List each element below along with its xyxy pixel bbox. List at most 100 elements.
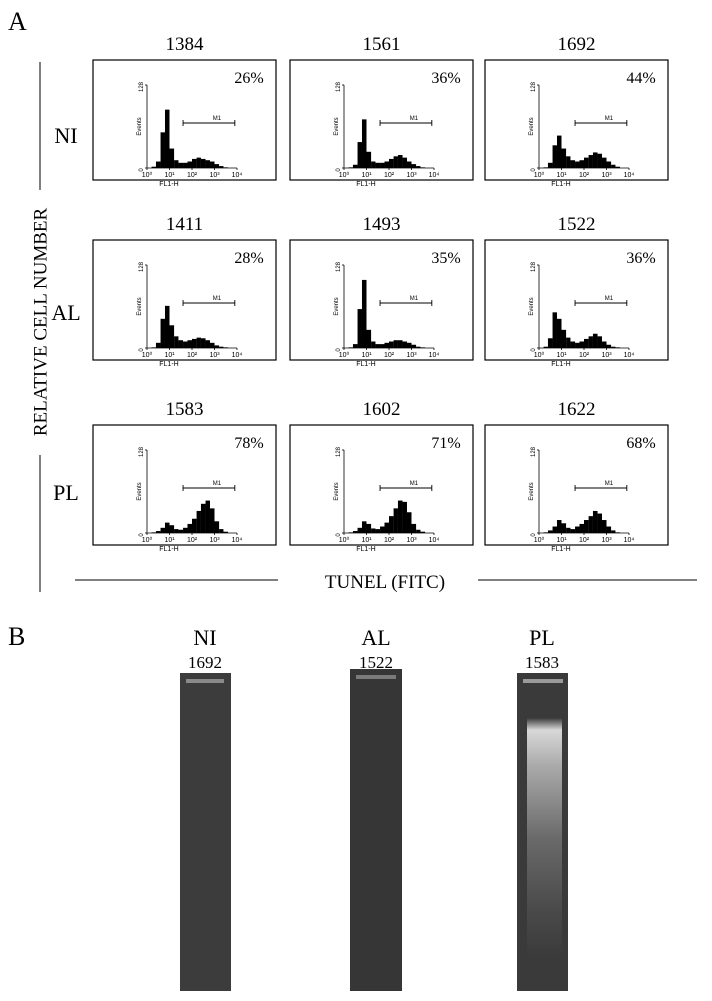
histogram-bar bbox=[411, 523, 417, 533]
gel-well bbox=[523, 679, 563, 683]
histogram-bar bbox=[352, 531, 358, 533]
histogram-bar bbox=[561, 148, 567, 168]
histogram-bar bbox=[361, 119, 367, 168]
histogram-bar bbox=[214, 521, 220, 533]
histogram-bar bbox=[584, 520, 589, 533]
gate-label: M1 bbox=[410, 116, 419, 122]
gate-label: M1 bbox=[605, 116, 614, 122]
histogram-bar bbox=[371, 528, 376, 533]
histogram-bar bbox=[174, 336, 179, 348]
x-tick-label: 10¹ bbox=[556, 172, 567, 179]
lane-sample: 1692 bbox=[188, 653, 222, 672]
histogram-bar bbox=[547, 162, 553, 168]
histogram-bar bbox=[375, 162, 381, 168]
panel-label: B bbox=[8, 622, 25, 651]
histogram-bar bbox=[214, 345, 220, 348]
row-label: NI bbox=[54, 123, 77, 148]
histogram-bar bbox=[601, 341, 607, 348]
histogram-bar bbox=[151, 166, 156, 168]
histogram-bar bbox=[155, 531, 161, 533]
lane-group: NI bbox=[193, 625, 216, 650]
y-tick-label: 0 bbox=[531, 533, 537, 537]
x-axis-title: FL1-H bbox=[551, 181, 570, 188]
histogram-bar bbox=[561, 329, 567, 348]
x-tick-label: 10¹ bbox=[164, 537, 175, 544]
y-tick-label: 128 bbox=[139, 261, 145, 272]
histogram-bar bbox=[178, 162, 184, 168]
x-tick-label: 10² bbox=[579, 352, 590, 359]
y-tick-label: 128 bbox=[531, 261, 537, 272]
gate-label: M1 bbox=[213, 481, 222, 487]
histogram-bar bbox=[406, 342, 412, 348]
histogram-bar bbox=[556, 135, 562, 168]
x-tick-label: 10³ bbox=[209, 172, 220, 179]
y-tick-label: 128 bbox=[336, 261, 342, 272]
x-tick-label: 10⁰ bbox=[142, 536, 153, 544]
plot-title: 1522 bbox=[558, 214, 596, 235]
histogram-bar bbox=[164, 109, 170, 168]
histogram-bar bbox=[420, 531, 426, 533]
histogram-bar bbox=[556, 520, 562, 533]
x-axis-title: FL1-H bbox=[356, 361, 375, 368]
histogram-bar bbox=[552, 526, 557, 533]
histogram-bar bbox=[411, 344, 417, 348]
histogram-bar bbox=[606, 344, 612, 348]
gate-label: M1 bbox=[605, 481, 614, 487]
histogram-bar bbox=[393, 156, 398, 168]
x-tick-label: 10⁴ bbox=[429, 352, 440, 359]
histogram-bar bbox=[169, 525, 175, 533]
y-tick-label: 0 bbox=[531, 348, 537, 352]
x-tick-label: 10¹ bbox=[164, 172, 175, 179]
y-axis-title: Events bbox=[334, 117, 340, 135]
gate-label: M1 bbox=[410, 481, 419, 487]
histogram-bar bbox=[397, 155, 403, 168]
x-tick-label: 10⁰ bbox=[339, 536, 350, 544]
x-tick-label: 10³ bbox=[209, 537, 220, 544]
histogram-bar bbox=[406, 512, 412, 533]
gate-label: M1 bbox=[213, 296, 222, 302]
histogram-bar bbox=[196, 157, 201, 168]
plot-title: 1692 bbox=[558, 34, 596, 55]
annotation: 71% bbox=[431, 435, 460, 452]
y-tick-label: 0 bbox=[336, 168, 342, 172]
x-tick-label: 10⁴ bbox=[624, 352, 635, 359]
annotation: 78% bbox=[234, 435, 263, 452]
histogram-bar bbox=[402, 157, 407, 168]
histogram-bar bbox=[384, 522, 389, 533]
histogram-bar bbox=[209, 342, 215, 348]
histogram-bar bbox=[570, 341, 576, 348]
histogram-bar bbox=[575, 342, 580, 348]
histogram-bar bbox=[169, 325, 175, 348]
plot-frame bbox=[289, 239, 474, 361]
plot-title: 1384 bbox=[166, 34, 205, 55]
x-tick-label: 10⁰ bbox=[339, 351, 350, 359]
x-axis-title: FL1-H bbox=[159, 181, 178, 188]
histogram-bar bbox=[187, 523, 192, 533]
y-axis-title: Events bbox=[137, 297, 143, 315]
histogram-bar bbox=[606, 526, 612, 533]
histogram-bar bbox=[588, 516, 593, 533]
histogram-bar bbox=[155, 342, 161, 348]
annotation: 36% bbox=[626, 250, 655, 267]
histogram-bar bbox=[187, 161, 192, 168]
plot-title: 1493 bbox=[363, 214, 401, 235]
plot-frame bbox=[484, 59, 669, 181]
x-tick-label: 10³ bbox=[406, 352, 417, 359]
histogram-bar bbox=[160, 132, 165, 168]
plot-frame bbox=[92, 59, 277, 181]
histogram-bar bbox=[366, 151, 372, 168]
histogram-bar bbox=[579, 523, 584, 533]
histogram-bar bbox=[196, 510, 201, 533]
y-tick-label: 0 bbox=[139, 533, 145, 537]
y-tick-label: 128 bbox=[531, 81, 537, 92]
histogram-bar bbox=[615, 166, 621, 168]
x-tick-label: 10³ bbox=[601, 352, 612, 359]
histogram-bar bbox=[597, 336, 602, 348]
plot-title: 1411 bbox=[166, 214, 203, 235]
histogram-bar bbox=[366, 523, 372, 533]
plot-frame bbox=[289, 59, 474, 181]
histogram-bar bbox=[588, 336, 593, 348]
histogram-bar bbox=[416, 166, 421, 168]
histogram-bar bbox=[361, 279, 367, 348]
histogram-bar bbox=[357, 142, 362, 168]
